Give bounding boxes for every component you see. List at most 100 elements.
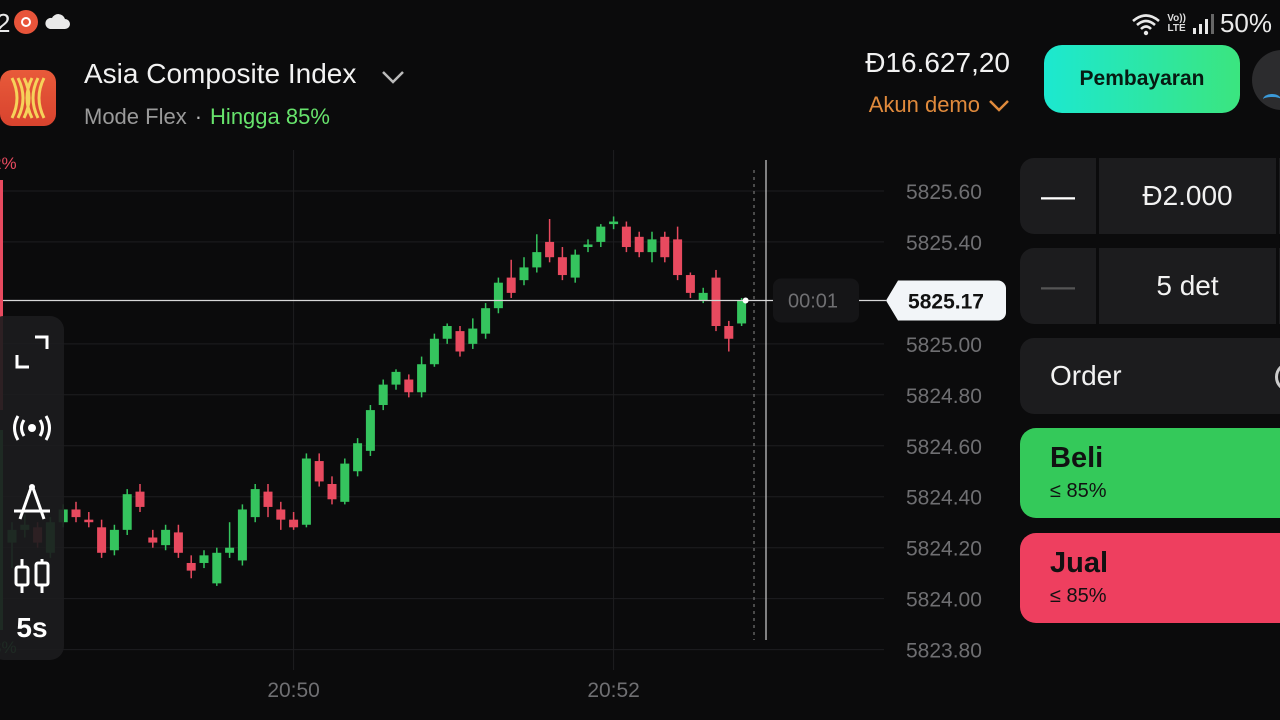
buy-payout: ≤ 85% — [1050, 480, 1107, 502]
order-label: Order — [1050, 360, 1122, 391]
candle-body — [289, 519, 299, 528]
y-tick-label: 5823.80 — [906, 640, 982, 663]
candle-body — [737, 300, 747, 324]
volte-indicator: Vo)) LTE — [1167, 12, 1186, 34]
order-toggle[interactable] — [1275, 362, 1280, 392]
order-option[interactable]: Order — [1020, 338, 1280, 414]
volte-top: Vo)) — [1167, 12, 1186, 24]
y-axis: 5825.60 5825.40 5825.00 5824.80 5824.60 5824.… — [906, 181, 982, 663]
candles — [7, 216, 747, 586]
signals-icon[interactable] — [0, 408, 64, 448]
x-axis: 20:50 20:52 — [267, 679, 640, 702]
candle-body — [455, 331, 465, 352]
candle-body — [711, 277, 721, 327]
candle-body — [84, 519, 94, 523]
sell-payout: ≤ 85% — [1050, 585, 1107, 607]
divider — [1276, 248, 1279, 324]
candle-body — [442, 326, 452, 339]
candle-body — [122, 494, 132, 530]
candle-body — [135, 491, 145, 507]
price-chart[interactable]: 5825.60 5825.40 5825.00 5824.80 5824.60 5824.… — [0, 140, 1010, 720]
signal-icon — [1192, 13, 1214, 34]
candle-body — [199, 555, 209, 563]
asset-name[interactable]: Asia Composite Index — [84, 58, 357, 89]
candle-body — [365, 410, 375, 451]
asset-logo[interactable] — [0, 70, 56, 126]
candle-body — [109, 529, 119, 551]
y-tick-label: 5825.00 — [906, 334, 982, 357]
candle-body — [647, 239, 657, 253]
fullscreen-icon[interactable] — [0, 332, 64, 372]
duration-decrease-button[interactable]: — — [1041, 266, 1075, 305]
candle-body — [237, 509, 247, 561]
y-tick-label: 5824.80 — [906, 385, 982, 408]
payment-button[interactable]: Pembayaran — [1044, 45, 1240, 113]
account-balance[interactable]: Đ16.627,20 — [865, 47, 1010, 78]
candle-body — [673, 239, 683, 276]
candle-body — [570, 254, 580, 278]
x-tick-label: 20:50 — [267, 679, 320, 702]
chart-toolbar: 5s — [0, 316, 64, 660]
countdown-badge — [773, 278, 859, 323]
chart-grid — [0, 150, 884, 670]
status-bar: 2 Vo)) LTE 50% — [0, 0, 1280, 44]
candle-body — [519, 267, 529, 281]
candle-body — [417, 364, 427, 393]
countdown-label: 00:01 — [788, 291, 838, 313]
chevron-down-icon[interactable] — [380, 64, 406, 88]
candle-body — [186, 562, 196, 571]
account-type-selector[interactable]: Akun demo — [869, 92, 1010, 118]
amount-stepper[interactable]: — Đ2.000 — [1020, 158, 1280, 234]
candle-body — [391, 371, 401, 385]
candle-body — [404, 379, 414, 393]
candle-body — [263, 491, 273, 507]
sell-sentiment-bar — [0, 180, 3, 410]
wifi-icon — [1132, 13, 1161, 35]
candlestick-icon[interactable] — [0, 554, 64, 598]
candle-body — [685, 275, 695, 293]
candle-body — [698, 292, 708, 301]
candle-body — [596, 226, 606, 242]
candle-body — [468, 328, 478, 344]
sell-button[interactable]: Jual ≤ 85% — [1020, 533, 1280, 623]
screen-record-icon — [14, 10, 38, 34]
candle-body — [353, 443, 363, 472]
price-dot — [742, 297, 749, 304]
status-time: 2 — [0, 8, 11, 38]
candle-body — [493, 282, 503, 309]
candle-body — [609, 221, 619, 225]
candle-body — [148, 537, 158, 543]
candle-body — [557, 257, 567, 276]
asset-payout: Hingga 85% — [210, 104, 330, 129]
candle-body — [97, 527, 107, 553]
candle-body — [173, 532, 183, 553]
avatar[interactable] — [1252, 50, 1280, 110]
y-tick-label: 5824.60 — [906, 436, 982, 459]
volte-bottom: LTE — [1167, 22, 1186, 34]
duration-value[interactable]: 5 det — [1156, 270, 1219, 301]
candle-body — [532, 252, 542, 268]
amount-decrease-button[interactable]: — — [1041, 176, 1075, 215]
chart-overlay: 00:01 5825.17 — [0, 160, 1006, 640]
candle-body — [545, 241, 555, 258]
candle-body — [506, 277, 516, 293]
timeframe-button[interactable]: 5s — [0, 608, 64, 648]
candle-body — [481, 308, 491, 334]
buy-button[interactable]: Beli ≤ 85% — [1020, 428, 1280, 518]
candle-body — [161, 529, 171, 546]
account-type-label: Akun demo — [868, 92, 980, 117]
cloud-icon — [45, 14, 70, 29]
y-tick-label: 5824.00 — [906, 589, 982, 612]
asean-emblem-icon — [10, 77, 46, 119]
buy-label: Beli — [1050, 442, 1104, 474]
drawing-tools-icon[interactable] — [0, 480, 64, 524]
asset-mode-line: Mode Flex · Hingga 85% — [84, 104, 330, 130]
candle-body — [340, 463, 350, 502]
chevron-down-icon — [989, 100, 1009, 112]
candle-body — [327, 483, 337, 500]
divider — [1096, 158, 1099, 234]
amount-value[interactable]: Đ2.000 — [1142, 180, 1233, 211]
divider — [1096, 248, 1099, 324]
duration-stepper[interactable]: — 5 det — [1020, 248, 1280, 324]
current-price-badge — [886, 280, 1006, 321]
